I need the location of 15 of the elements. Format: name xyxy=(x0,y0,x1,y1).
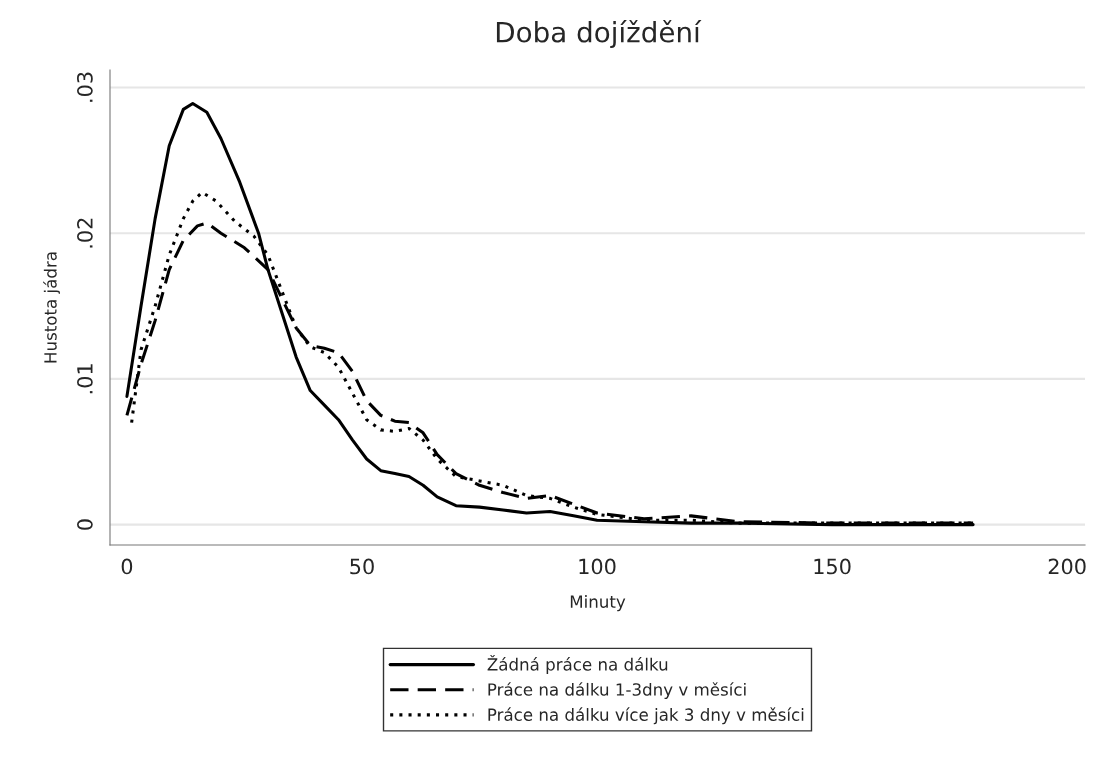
x-tick-label: 200 xyxy=(1048,558,1086,575)
chart-title: Doba dojíždění xyxy=(496,20,702,48)
x-tick-label: 50 xyxy=(350,558,374,575)
y-tick-label: 0 xyxy=(77,519,93,530)
x-tick-label: 0 xyxy=(121,558,133,575)
y-axis-title: Hustota jádra xyxy=(43,252,60,363)
x-axis-title: Minuty xyxy=(570,595,626,612)
y-tick-label: .01 xyxy=(77,364,93,394)
legend-label: Práce na dálku 1-3dny v měsíci xyxy=(488,682,746,700)
x-tick-label: 150 xyxy=(814,558,851,575)
legend-label: Žádná práce na dálku xyxy=(487,655,668,674)
y-tick-label: .02 xyxy=(77,218,93,248)
x-tick-label: 100 xyxy=(579,558,616,575)
y-tick-label: .03 xyxy=(77,72,93,102)
legend-label: Práce na dálku více jak 3 dny v měsíci xyxy=(488,707,804,725)
